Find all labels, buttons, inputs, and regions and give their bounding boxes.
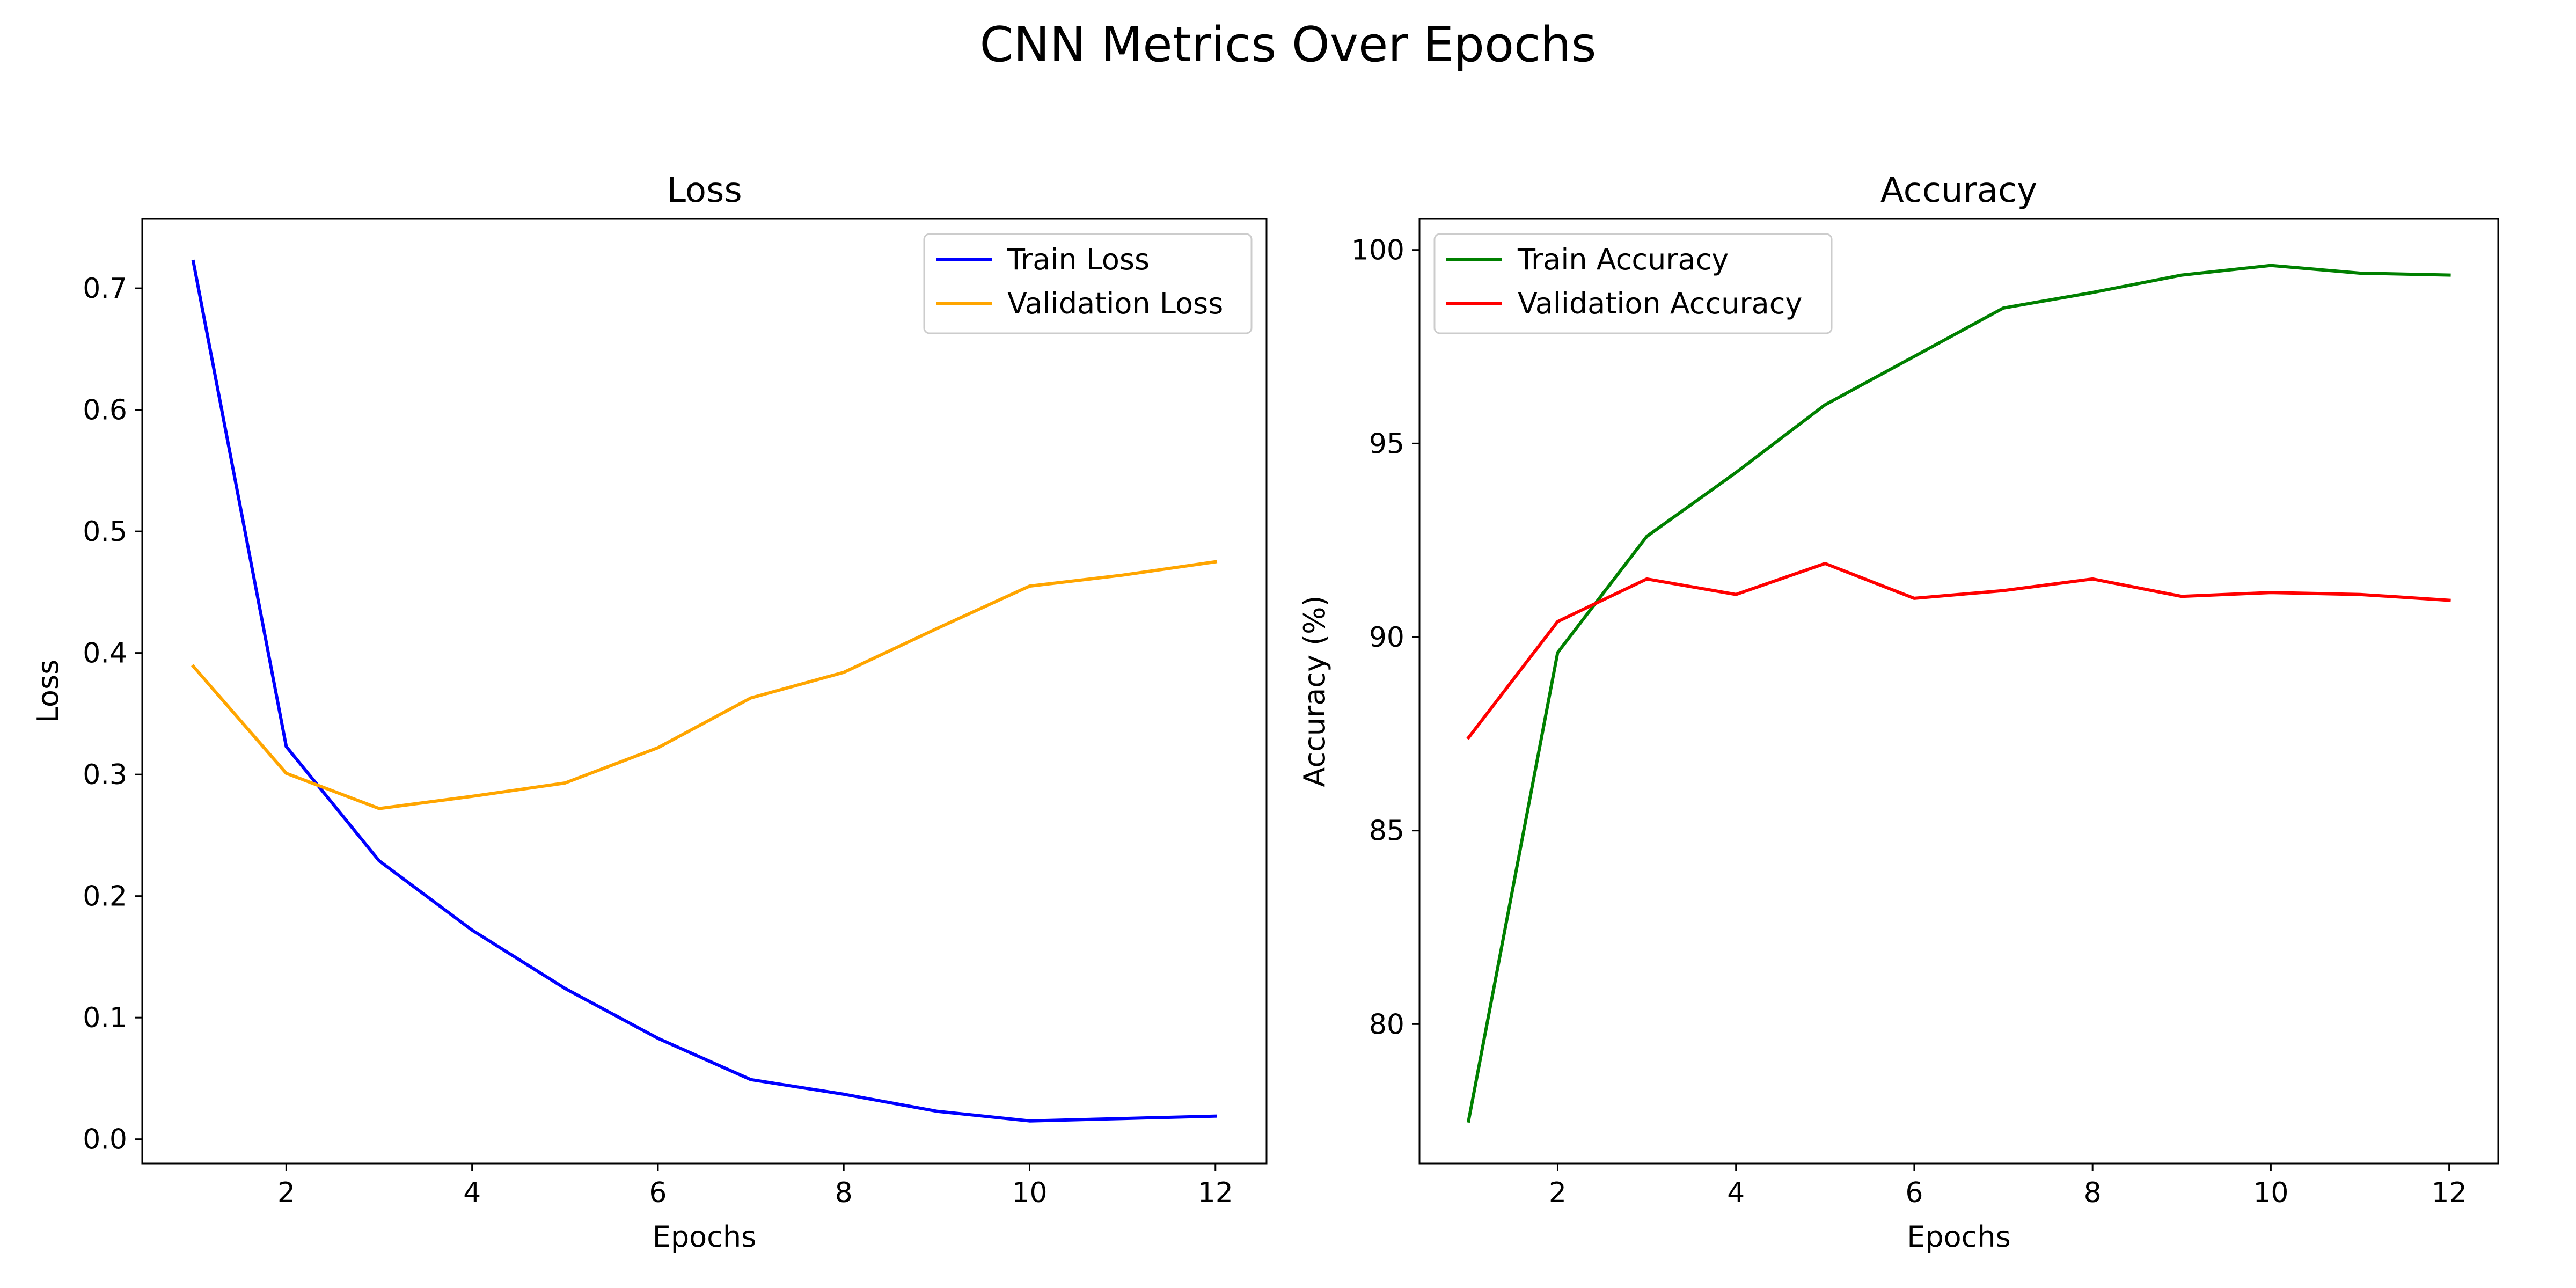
accuracy-x-tick-label: 2 <box>1549 1177 1567 1209</box>
loss-y-tick-label: 0.7 <box>83 273 127 305</box>
loss-panel: 2 4 6 8 10 12 0.0 0.1 0.2 0.3 0.4 0.5 0.6 0.7 Loss Epoc… <box>31 171 1268 1254</box>
accuracy-y-tick-label: 80 <box>1369 1008 1404 1041</box>
accuracy-legend: Train Accuracy Validation Accuracy <box>1433 233 1833 334</box>
loss-series-line-0 <box>191 259 1217 1123</box>
accuracy-x-tick-label: 8 <box>2084 1177 2102 1209</box>
accuracy-series-line-1 <box>1466 562 2451 740</box>
loss-y-tick-label: 0.6 <box>83 394 127 427</box>
accuracy-panel-title: Accuracy <box>1880 171 2037 210</box>
loss-x-tick-label: 12 <box>1198 1177 1233 1209</box>
accuracy-y-axis-label: Accuracy (%) <box>1298 595 1331 787</box>
figure-title: CNN Metrics Over Epochs <box>979 17 1597 73</box>
accuracy-y-tick-label: 90 <box>1369 621 1404 654</box>
loss-legend-label-1: Validation Loss <box>1007 287 1223 320</box>
loss-legend-box <box>923 233 1253 334</box>
accuracy-legend-label-0: Train Accuracy <box>1517 243 1729 276</box>
loss-legend-label-0: Train Loss <box>1007 243 1150 276</box>
loss-axes-frame <box>141 218 1268 1165</box>
accuracy-axes-frame <box>1418 218 2499 1165</box>
loss-x-axis-label: Epochs <box>653 1220 756 1254</box>
loss-panel-title: Loss <box>667 171 742 210</box>
loss-y-tick-label: 0.3 <box>83 759 127 791</box>
accuracy-y-tick-label: 100 <box>1351 235 1404 267</box>
loss-y-tick-label: 0.5 <box>83 516 127 548</box>
accuracy-y-tick-label: 85 <box>1369 815 1404 847</box>
loss-x-tick-label: 8 <box>835 1177 853 1209</box>
accuracy-legend-box <box>1433 233 1833 334</box>
loss-y-tick-label: 0.4 <box>83 638 127 670</box>
accuracy-x-tick-label: 12 <box>2432 1177 2467 1209</box>
loss-y-axis-label: Loss <box>31 660 65 723</box>
accuracy-series-line-0 <box>1466 264 2451 1123</box>
loss-series-line-1 <box>191 560 1218 810</box>
loss-x-tick-label: 2 <box>277 1177 295 1209</box>
loss-y-tick-label: 0.1 <box>83 1002 127 1034</box>
accuracy-x-tick-label: 4 <box>1727 1177 1745 1209</box>
loss-x-tick-label: 4 <box>463 1177 481 1209</box>
accuracy-x-tick-label: 6 <box>1905 1177 1923 1209</box>
accuracy-x-axis-label: Epochs <box>1907 1220 2010 1254</box>
accuracy-panel: 2 4 6 8 10 12 80 85 90 95 100 Accuracy Epochs Accurac… <box>1298 171 2499 1254</box>
loss-y-tick-label: 0.2 <box>83 881 127 913</box>
loss-x-tick-label: 10 <box>1012 1177 1047 1209</box>
accuracy-y-tick-label: 95 <box>1369 428 1404 460</box>
loss-y-tick-label: 0.0 <box>83 1124 127 1156</box>
accuracy-legend-label-1: Validation Accuracy <box>1518 287 1802 320</box>
loss-x-tick-label: 6 <box>649 1177 667 1209</box>
loss-legend: Train Loss Validation Loss <box>923 233 1253 334</box>
accuracy-x-tick-label: 10 <box>2253 1177 2288 1209</box>
